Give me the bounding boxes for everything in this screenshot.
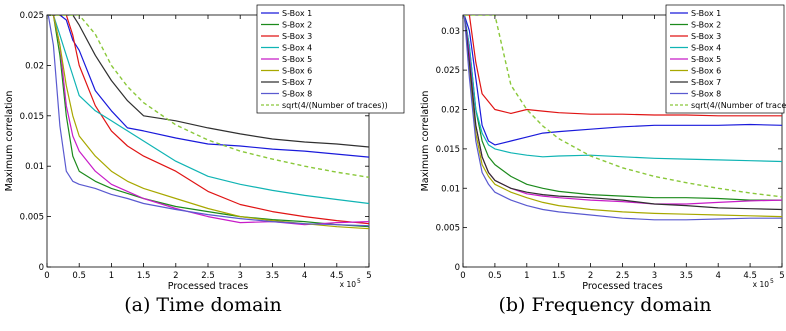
legend-label: sqrt(4/(Number of traces)) (282, 101, 388, 110)
x-tick-label: 1.5 (137, 271, 151, 281)
y-tick-label: 0.025 (436, 66, 460, 76)
x-tick-label: 1.5 (552, 271, 566, 281)
legend-label: S-Box 6 (691, 67, 721, 76)
x-tick-label: 3.5 (680, 271, 694, 281)
x-tick-label: 0.5 (72, 271, 86, 281)
chart-panel-0: 0 0.5 1 1.5 2 2.5 3 3.5 4 4.5 5 0 0.005 0.01 0.015 0.02… (4, 4, 405, 292)
legend-label: S-Box 2 (691, 21, 721, 30)
x-tick-label: 0 (44, 271, 49, 281)
series-line-sbox-1 (463, 15, 782, 146)
legend-label: sqrt(4/(Number of traces)) (691, 101, 786, 110)
x-exponent-label: x 10 (340, 280, 357, 289)
caption-time-domain: (a) Time domain (124, 294, 282, 316)
x-tick-label: 4 (302, 271, 307, 281)
legend-label: S-Box 4 (282, 44, 312, 53)
legend-label: S-Box 5 (691, 55, 721, 64)
series-line-sbox-2 (463, 15, 782, 201)
y-axis-label: Maximum correlation (4, 91, 15, 192)
legend-label: S-Box 1 (691, 9, 721, 18)
y-tick-label: 0.02 (25, 61, 44, 71)
y-tick-label: 0.025 (20, 11, 44, 21)
series-line-sbox-6 (48, 15, 369, 230)
legend-label: S-Box 7 (282, 78, 312, 87)
caption-frequency-domain: (b) Frequency domain (498, 294, 712, 316)
x-tick-label: 1 (109, 271, 114, 281)
x-tick-label: 3.5 (266, 271, 280, 281)
series-line-sbox-8 (463, 15, 782, 221)
y-tick-label: 0 (39, 263, 44, 273)
legend-label: S-Box 5 (282, 55, 312, 64)
x-tick-label: 2 (173, 271, 178, 281)
x-exponent-power: 5 (770, 278, 774, 285)
legend: S-Box 1 S-Box 2 S-Box 3 S-Box 4 S-Box 5 S-Box… (665, 4, 786, 114)
y-axis-label: Maximum correlation (420, 91, 431, 192)
legend: S-Box 1 S-Box 2 S-Box 3 S-Box 4 S-Box 5 S-Box… (256, 4, 405, 114)
series-line-sbox-2 (48, 15, 369, 228)
x-exponent-label: x 10 (753, 280, 770, 289)
x-tick-label: 4 (715, 271, 720, 281)
x-tick-label: 2.5 (201, 271, 215, 281)
x-tick-label: 4.5 (743, 271, 757, 281)
x-tick-label: 0 (460, 271, 465, 281)
series-line-sbox-3 (48, 15, 369, 225)
y-tick-label: 0.01 (25, 162, 44, 172)
x-tick-label: 2.5 (616, 271, 630, 281)
x-tick-label: 3 (652, 271, 657, 281)
legend-label: S-Box 3 (282, 32, 312, 41)
x-tick-label: 5 (366, 271, 371, 281)
legend-label: S-Box 2 (282, 21, 312, 30)
legend-label: S-Box 3 (691, 32, 721, 41)
x-axis-label: Processed traces (168, 281, 248, 292)
y-tick-label: 0.005 (436, 224, 460, 234)
chart-panel-1: 0 0.5 1 1.5 2 2.5 3 3.5 4 4.5 5 0 0.005 0.01 0.015 0.02… (420, 4, 786, 292)
series-line-sbox-7 (48, 15, 369, 148)
legend-label: S-Box 8 (282, 90, 312, 99)
series-line-sbox-4 (48, 15, 369, 205)
y-tick-label: 0 (455, 263, 460, 273)
x-tick-label: 2 (588, 271, 593, 281)
series-line-reference (464, 15, 782, 198)
legend-box (256, 4, 405, 114)
y-tick-label: 0.03 (441, 27, 460, 37)
x-axis-label: Processed traces (582, 281, 662, 292)
series-line-sbox-8 (47, 15, 369, 227)
x-tick-label: 1 (524, 271, 529, 281)
series-line-sbox-7 (463, 15, 782, 211)
x-tick-label: 4.5 (330, 271, 344, 281)
x-tick-label: 5 (779, 271, 784, 281)
legend-label: S-Box 8 (691, 90, 721, 99)
series-line-sbox-6 (463, 15, 782, 218)
y-tick-label: 0.015 (20, 112, 44, 122)
legend-label: S-Box 6 (282, 67, 312, 76)
series-line-sbox-1 (48, 15, 369, 158)
legend-label: S-Box 7 (691, 78, 721, 87)
y-tick-label: 0.015 (436, 145, 460, 155)
x-exponent-power: 5 (357, 278, 361, 285)
series-line-sbox-3 (464, 15, 782, 117)
legend-label: S-Box 4 (691, 44, 721, 53)
series-group (463, 15, 782, 221)
series-line-sbox-4 (463, 15, 782, 163)
legend-label: S-Box 1 (282, 9, 312, 18)
x-tick-label: 3 (237, 271, 242, 281)
x-tick-label: 0.5 (488, 271, 502, 281)
series-group (47, 15, 369, 230)
y-tick-label: 0.005 (20, 213, 44, 223)
y-tick-label: 0.02 (441, 106, 460, 116)
y-tick-label: 0.01 (441, 184, 460, 194)
